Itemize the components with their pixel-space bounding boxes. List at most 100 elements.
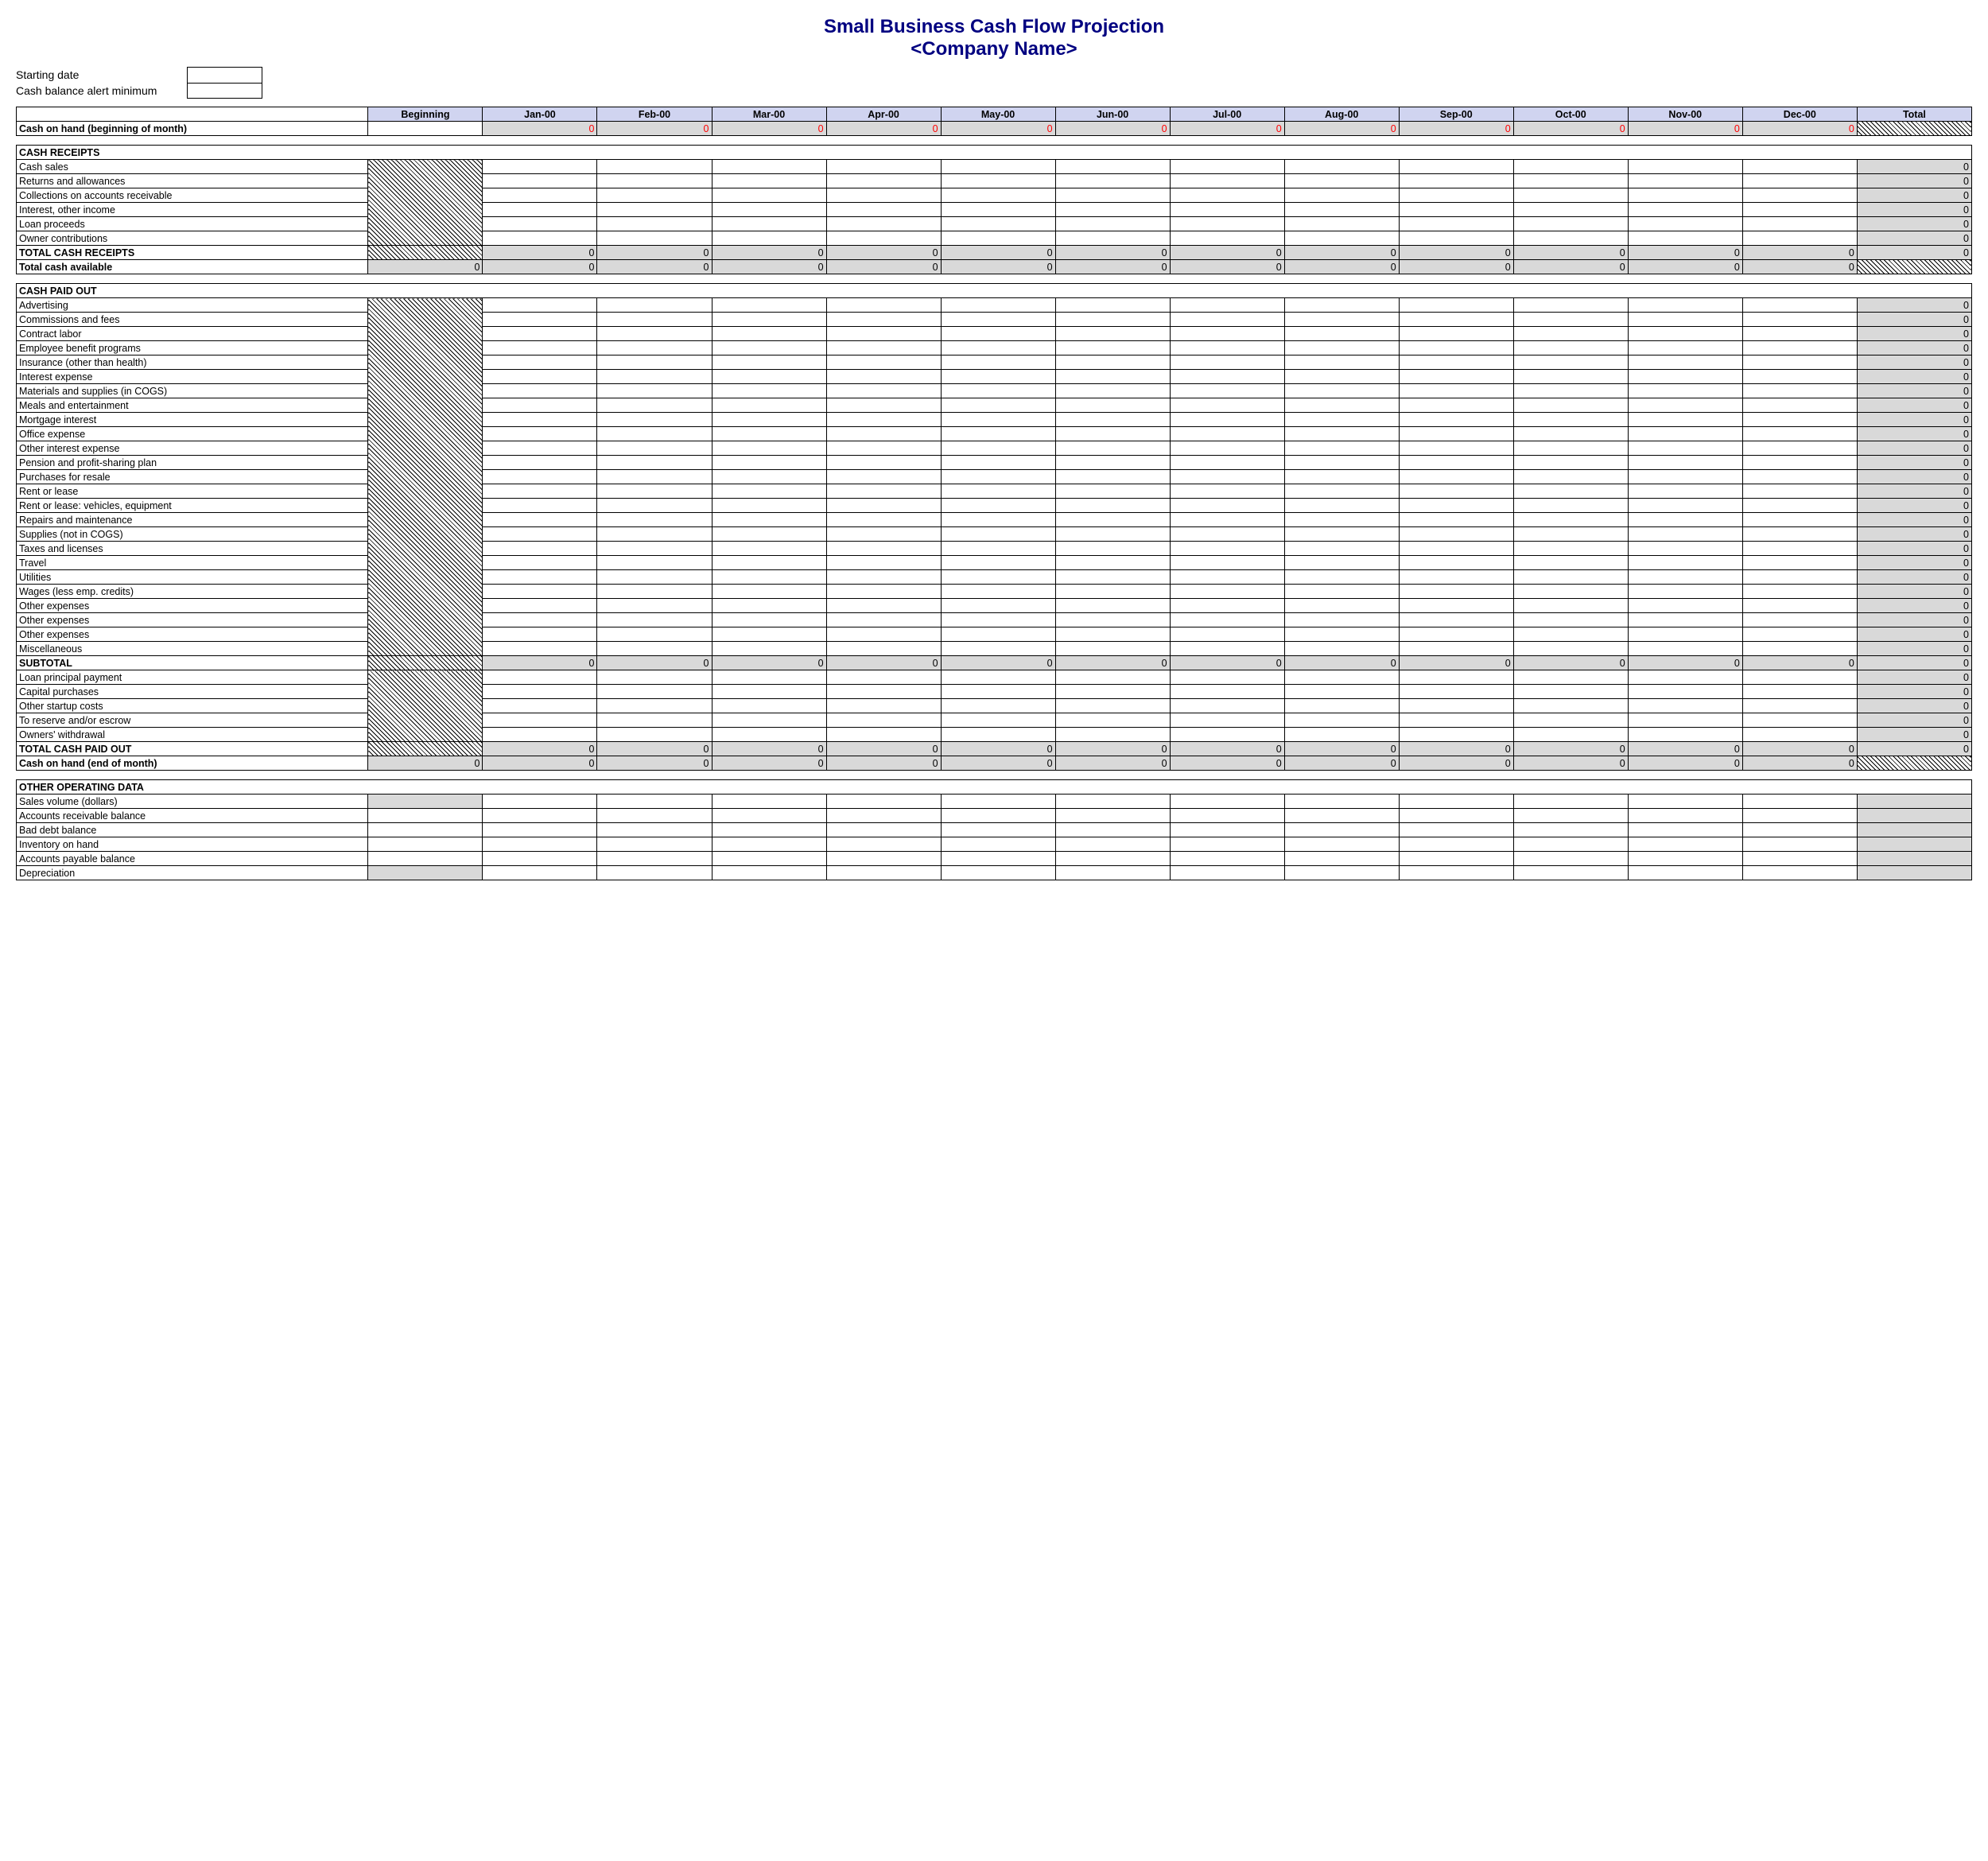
- month-cell[interactable]: [597, 852, 712, 866]
- month-cell[interactable]: [1170, 627, 1284, 642]
- month-cell[interactable]: [1170, 556, 1284, 570]
- month-cell[interactable]: [1284, 809, 1399, 823]
- month-cell[interactable]: [1170, 398, 1284, 413]
- month-cell[interactable]: [1513, 327, 1628, 341]
- month-cell[interactable]: [1399, 866, 1513, 880]
- month-cell[interactable]: [1170, 313, 1284, 327]
- month-cell[interactable]: [1399, 513, 1513, 527]
- month-cell[interactable]: [597, 484, 712, 499]
- month-cell[interactable]: [826, 470, 941, 484]
- month-cell[interactable]: [1628, 823, 1742, 837]
- month-cell[interactable]: [826, 642, 941, 656]
- month-cell[interactable]: [597, 499, 712, 513]
- month-cell[interactable]: [712, 556, 826, 570]
- month-cell[interactable]: [1170, 188, 1284, 203]
- month-cell[interactable]: [597, 809, 712, 823]
- month-cell[interactable]: [1513, 398, 1628, 413]
- month-cell[interactable]: [826, 327, 941, 341]
- month-cell[interactable]: [1513, 513, 1628, 527]
- month-cell[interactable]: [483, 527, 597, 542]
- month-cell[interactable]: [712, 313, 826, 327]
- month-cell[interactable]: [597, 456, 712, 470]
- month-cell[interactable]: [941, 160, 1055, 174]
- month-cell[interactable]: [1513, 470, 1628, 484]
- month-cell[interactable]: [1170, 484, 1284, 499]
- month-cell[interactable]: [712, 699, 826, 713]
- month-cell[interactable]: [483, 513, 597, 527]
- month-cell[interactable]: [941, 456, 1055, 470]
- month-cell[interactable]: [1628, 470, 1742, 484]
- month-cell[interactable]: [941, 670, 1055, 685]
- month-cell[interactable]: [1399, 599, 1513, 613]
- month-cell[interactable]: [712, 188, 826, 203]
- month-cell[interactable]: [1399, 441, 1513, 456]
- month-cell[interactable]: [1284, 327, 1399, 341]
- month-cell[interactable]: [826, 823, 941, 837]
- month-cell[interactable]: [1513, 585, 1628, 599]
- month-cell[interactable]: [1399, 313, 1513, 327]
- month-cell[interactable]: [826, 231, 941, 246]
- month-cell[interactable]: [1284, 556, 1399, 570]
- month-cell[interactable]: [712, 795, 826, 809]
- month-cell[interactable]: [1513, 570, 1628, 585]
- month-cell[interactable]: [1513, 795, 1628, 809]
- month-cell[interactable]: [712, 542, 826, 556]
- month-cell[interactable]: [712, 642, 826, 656]
- month-cell[interactable]: [712, 599, 826, 613]
- month-cell[interactable]: [712, 441, 826, 456]
- month-cell[interactable]: [1055, 298, 1170, 313]
- month-cell[interactable]: [712, 728, 826, 742]
- month-cell[interactable]: [1513, 231, 1628, 246]
- month-cell[interactable]: [712, 499, 826, 513]
- month-cell[interactable]: [1628, 809, 1742, 823]
- month-cell[interactable]: [1513, 852, 1628, 866]
- month-cell[interactable]: [941, 203, 1055, 217]
- month-cell[interactable]: [1284, 427, 1399, 441]
- alert-min-input[interactable]: [187, 83, 262, 99]
- month-cell[interactable]: [1055, 313, 1170, 327]
- month-cell[interactable]: [1513, 527, 1628, 542]
- month-cell[interactable]: [826, 542, 941, 556]
- month-cell[interactable]: [941, 713, 1055, 728]
- month-cell[interactable]: [1170, 795, 1284, 809]
- month-cell[interactable]: [941, 627, 1055, 642]
- month-cell[interactable]: [1055, 585, 1170, 599]
- month-cell[interactable]: [1284, 231, 1399, 246]
- month-cell[interactable]: [1399, 484, 1513, 499]
- month-cell[interactable]: [712, 160, 826, 174]
- month-cell[interactable]: [1170, 470, 1284, 484]
- month-cell[interactable]: [1284, 160, 1399, 174]
- month-cell[interactable]: [1399, 670, 1513, 685]
- month-cell[interactable]: [1170, 499, 1284, 513]
- month-cell[interactable]: [1399, 355, 1513, 370]
- month-cell[interactable]: [941, 327, 1055, 341]
- month-cell[interactable]: [597, 427, 712, 441]
- month-cell[interactable]: [1513, 160, 1628, 174]
- month-cell[interactable]: [1513, 298, 1628, 313]
- month-cell[interactable]: [1742, 699, 1857, 713]
- month-cell[interactable]: [1055, 642, 1170, 656]
- month-cell[interactable]: [1628, 599, 1742, 613]
- month-cell[interactable]: [483, 685, 597, 699]
- month-cell[interactable]: [1055, 427, 1170, 441]
- month-cell[interactable]: [1513, 484, 1628, 499]
- month-cell[interactable]: [1513, 456, 1628, 470]
- month-cell[interactable]: [1742, 470, 1857, 484]
- month-cell[interactable]: [1284, 699, 1399, 713]
- month-cell[interactable]: [597, 570, 712, 585]
- month-cell[interactable]: [1284, 341, 1399, 355]
- month-cell[interactable]: [483, 837, 597, 852]
- month-cell[interactable]: [1399, 613, 1513, 627]
- month-cell[interactable]: [941, 642, 1055, 656]
- month-cell[interactable]: [1055, 556, 1170, 570]
- month-cell[interactable]: [483, 484, 597, 499]
- month-cell[interactable]: [1742, 670, 1857, 685]
- month-cell[interactable]: [1284, 670, 1399, 685]
- month-cell[interactable]: [1628, 556, 1742, 570]
- month-cell[interactable]: [483, 613, 597, 627]
- beginning-cell[interactable]: [368, 852, 483, 866]
- month-cell[interactable]: [1055, 713, 1170, 728]
- month-cell[interactable]: [1513, 642, 1628, 656]
- month-cell[interactable]: [483, 313, 597, 327]
- month-cell[interactable]: [712, 585, 826, 599]
